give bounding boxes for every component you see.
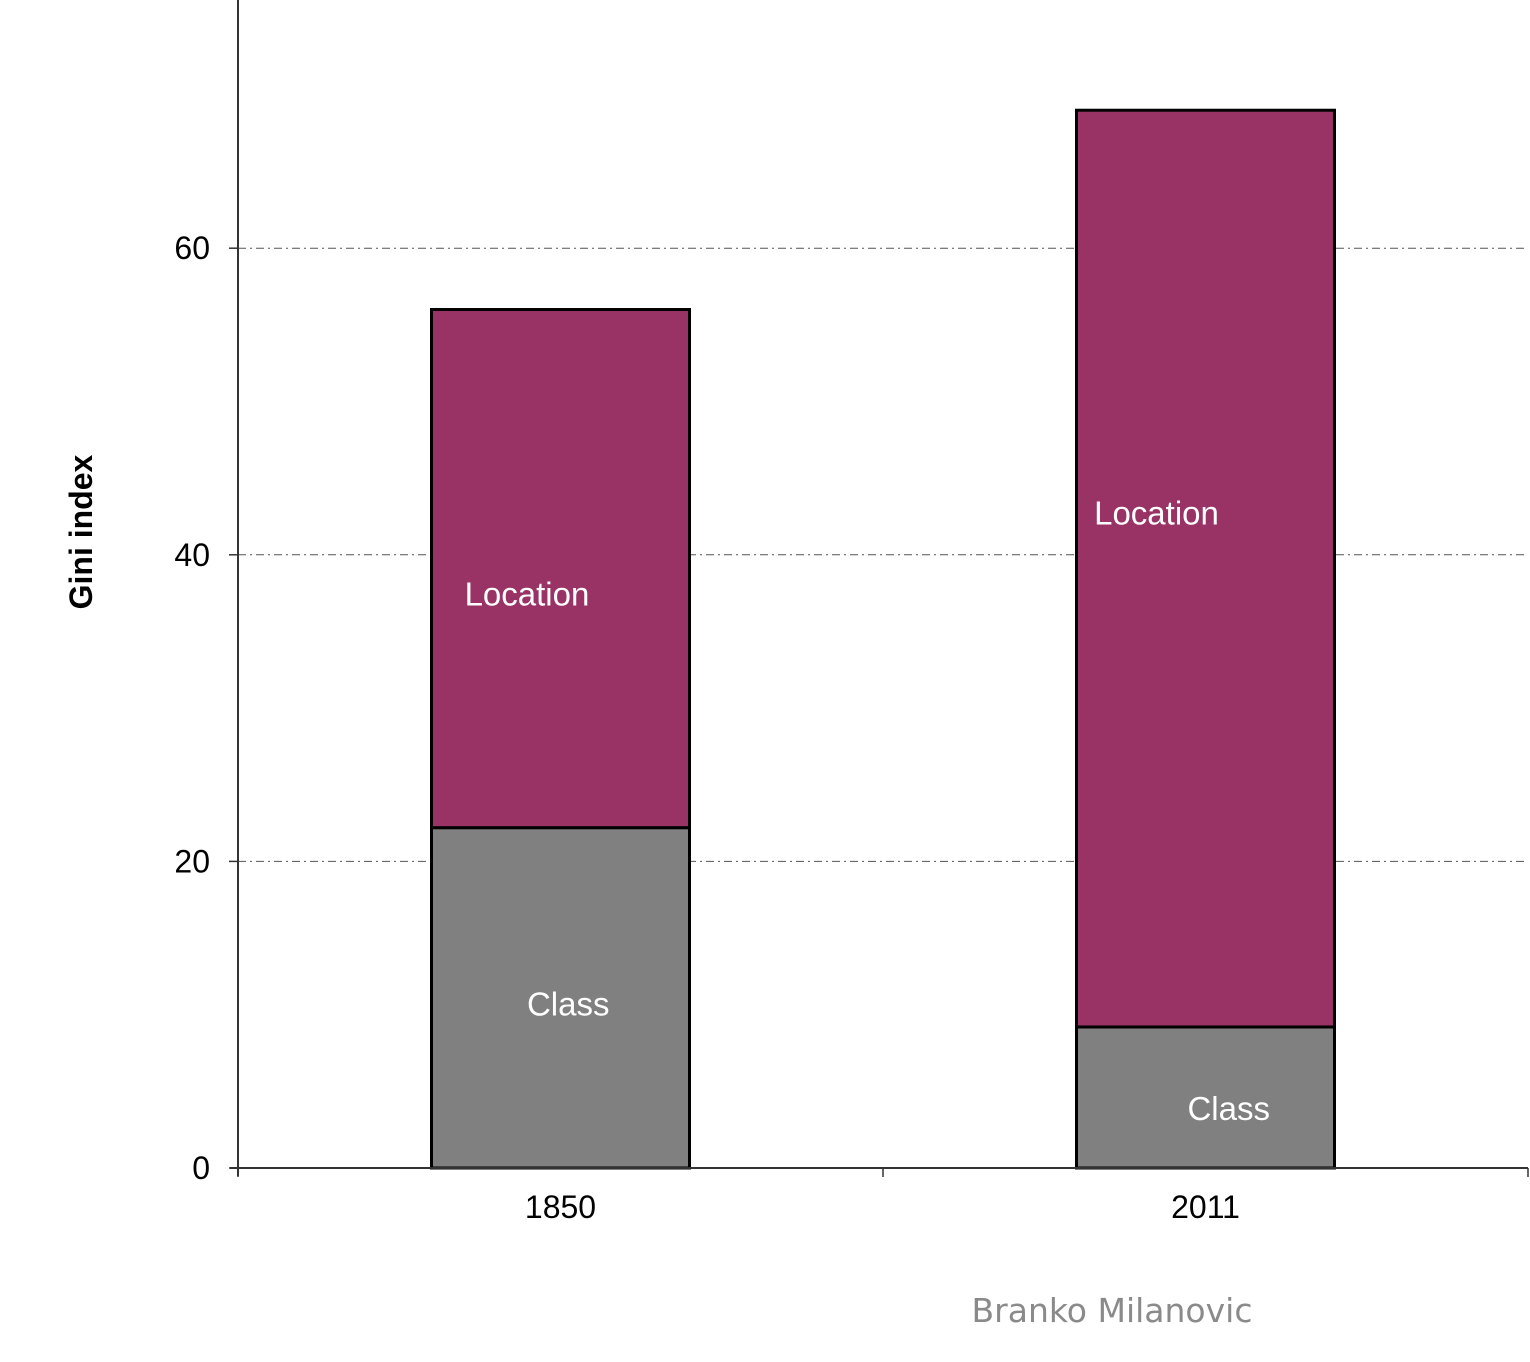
segment-label-1850-class: Class bbox=[527, 986, 610, 1023]
y-tick-label-40: 40 bbox=[174, 537, 210, 573]
y-tick-label-0: 0 bbox=[192, 1150, 210, 1186]
ticks: 0 20 40 60 1850 2011 bbox=[174, 230, 1529, 1225]
segment-label-2011-location: Location bbox=[1094, 495, 1219, 532]
y-tick-label-20: 20 bbox=[174, 843, 210, 879]
bar-2011-location bbox=[1075, 108, 1336, 1029]
y-axis-title: Gini index bbox=[63, 454, 99, 609]
bar-1850-location bbox=[430, 308, 691, 830]
x-tick-label-1850: 1850 bbox=[525, 1189, 596, 1225]
y-tick-label-60: 60 bbox=[174, 230, 210, 266]
bars bbox=[430, 108, 1336, 1170]
segment-label-2011-class: Class bbox=[1187, 1090, 1270, 1127]
segment-label-1850-location: Location bbox=[465, 576, 590, 613]
segment-labels: Class Location Class Location bbox=[465, 495, 1270, 1127]
x-tick-label-2011: 2011 bbox=[1171, 1189, 1240, 1225]
author-credit: Branko Milanovic bbox=[972, 1291, 1253, 1330]
axes bbox=[230, 0, 1528, 1176]
